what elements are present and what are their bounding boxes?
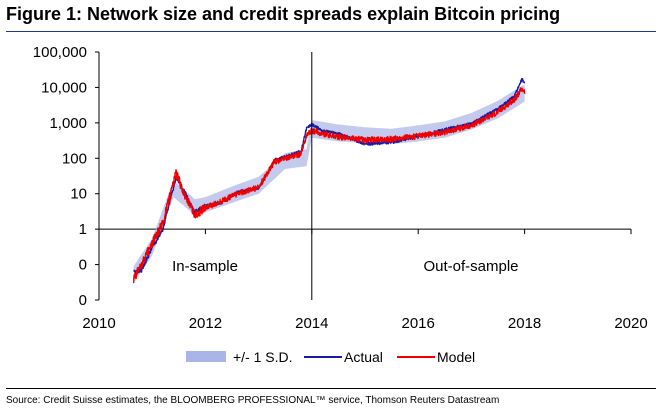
chart-legend: +/- 1 S.D. Actual Model <box>186 349 475 365</box>
legend-sd-label: +/- 1 S.D. <box>233 349 293 365</box>
y-tick-label: 0 <box>79 292 87 309</box>
x-tick-label: 2016 <box>402 315 435 332</box>
model-line <box>132 87 526 284</box>
legend-sd-swatch <box>186 351 226 362</box>
chart-title: Figure 1: Network size and credit spread… <box>6 4 561 24</box>
sd-band <box>133 84 525 284</box>
y-tick-label: 10 <box>70 186 87 203</box>
source-note: Source: Credit Suisse estimates, the BLO… <box>6 395 500 406</box>
y-tick-label: 0 <box>79 257 87 274</box>
model-series-layer <box>132 87 526 284</box>
bitcoin-chart: 0 0 1 10 100 1,000 10,000 100,000 2010 2012 2014 20… <box>33 44 648 365</box>
legend-actual-label: Actual <box>344 349 383 365</box>
y-tick-label: 100 <box>62 150 87 167</box>
y-tick-label: 1 <box>79 221 87 238</box>
x-tick-label: 2012 <box>189 315 222 332</box>
y-tick-label: 10,000 <box>41 79 87 96</box>
legend-model-label: Model <box>437 349 475 365</box>
chart-overlay: In-sample Out-of-sample <box>172 52 519 300</box>
chart-axes: 0 0 1 10 100 1,000 10,000 100,000 2010 2012 2014 20… <box>33 44 648 332</box>
in-sample-label: In-sample <box>172 258 238 275</box>
x-tick-label: 2020 <box>614 315 647 332</box>
sd-band-layer <box>133 84 525 284</box>
x-tick-label: 2014 <box>295 315 328 332</box>
out-of-sample-label: Out-of-sample <box>423 258 518 275</box>
x-tick-label: 2018 <box>508 315 541 332</box>
y-tick-label: 100,000 <box>33 44 87 61</box>
title-divider <box>6 31 656 32</box>
actual-line <box>133 77 526 275</box>
actual-series-layer <box>133 77 526 275</box>
x-tick-label: 2010 <box>82 315 115 332</box>
source-divider <box>6 388 656 389</box>
y-tick-label: 1,000 <box>49 115 87 132</box>
